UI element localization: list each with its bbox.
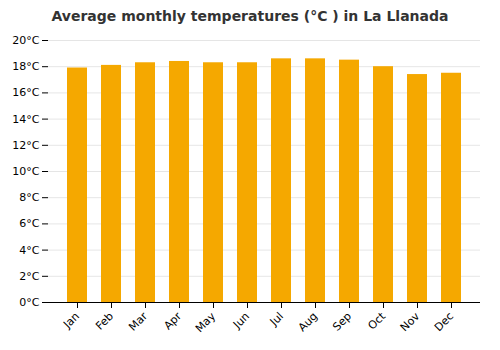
svg-text:Feb: Feb <box>93 310 116 333</box>
svg-text:Dec: Dec <box>432 310 456 334</box>
svg-text:8°C: 8°C <box>19 191 39 204</box>
svg-text:Oct: Oct <box>365 309 388 332</box>
html-text:Average monthly temperatures (: Average monthly temperatures (°C ) in La… <box>51 8 449 24</box>
svg-text:May: May <box>193 309 219 335</box>
svg-text:Jul: Jul <box>267 310 286 329</box>
svg-text:0°C: 0°C <box>19 296 39 309</box>
svg-text:Jun: Jun <box>230 310 252 332</box>
svg-text:Sep: Sep <box>330 310 354 334</box>
svg-text:12°C: 12°C <box>12 139 39 152</box>
svg-text:4°C: 4°C <box>19 244 39 257</box>
svg-text:Mar: Mar <box>126 309 150 333</box>
svg-text:2°C: 2°C <box>19 270 39 283</box>
svg-text:14°C: 14°C <box>12 113 39 126</box>
svg-text:16°C: 16°C <box>12 86 39 99</box>
svg-text:Nov: Nov <box>398 309 423 334</box>
svg-text:10°C: 10°C <box>12 165 39 178</box>
svg-text:20°C: 20°C <box>12 34 39 47</box>
svg-text:Apr: Apr <box>161 309 184 332</box>
svg-text:Aug: Aug <box>296 310 320 334</box>
svg-text:6°C: 6°C <box>19 217 39 230</box>
svg-text:18°C: 18°C <box>12 60 39 73</box>
svg-text:Jan: Jan <box>60 310 82 332</box>
